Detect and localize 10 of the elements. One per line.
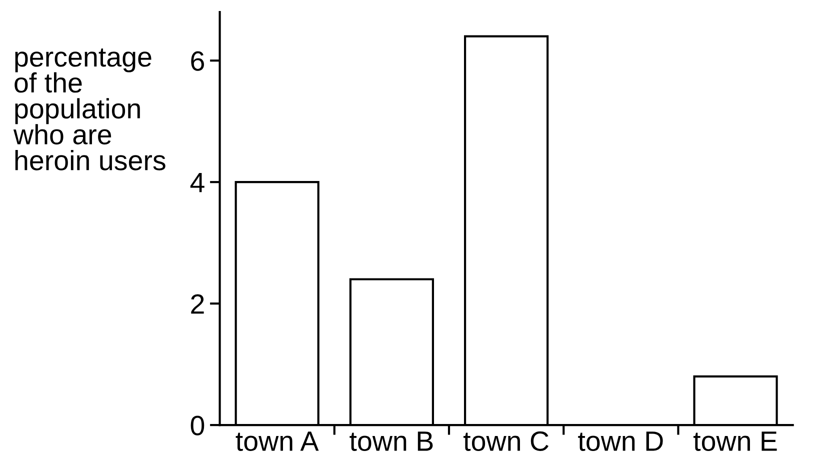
x-tick-label: town B: [350, 432, 433, 451]
y-tick-label: 0: [190, 416, 204, 436]
x-tick-label: town E: [693, 432, 777, 451]
y-tick-label: 6: [191, 51, 204, 71]
y-tick-label: 2: [191, 294, 204, 314]
x-tick-label: town A: [236, 432, 319, 451]
y-axis-title: percentage of the population who are heroin users: [13, 48, 166, 170]
x-tick-label: town D: [578, 432, 663, 451]
y-tick-label: 4: [190, 173, 204, 192]
x-tick-label: town C: [464, 431, 548, 451]
